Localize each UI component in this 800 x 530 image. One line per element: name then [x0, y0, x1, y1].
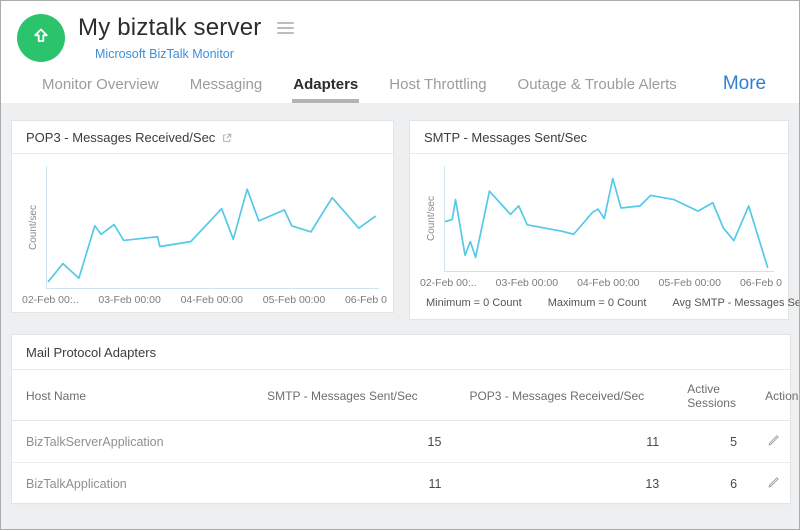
active-sessions-cell: 5 [673, 420, 752, 463]
smtp-y-axis-label: Count/sec [425, 196, 437, 242]
pop3-chart-panel: POP3 - Messages Received/Sec Count/sec [11, 120, 394, 313]
col-header-active-sessions: Active Sessions [673, 370, 752, 421]
smtp-stats-row: Minimum = 0 Count Maximum = 0 Count Avg … [410, 295, 799, 319]
col-header-host-name: Host Name [12, 370, 254, 421]
mail-protocol-adapters-panel: Mail Protocol Adapters Host Name SMTP - … [11, 334, 798, 505]
x-tick: 05-Feb 00:00 [658, 277, 721, 289]
monitor-type-link[interactable]: Microsoft BizTalk Monitor [95, 47, 234, 61]
smtp-chart: Count/sec 02-Feb 00:.. 03-Feb 00:00 04-F… [410, 154, 788, 295]
pop3-chart-title: POP3 - Messages Received/Sec [26, 130, 216, 145]
x-tick: 02-Feb 00:.. [22, 294, 79, 306]
col-header-action: Action [751, 370, 798, 421]
tab-host-throttling[interactable]: Host Throttling [389, 76, 487, 93]
smtp-plot-area [444, 166, 774, 272]
x-tick: 05-Feb 00:00 [262, 294, 326, 306]
smtp-chart-panel: SMTP - Messages Sent/Sec Count/sec 02-Fe… [409, 120, 799, 320]
table-row: BizTalkApplication 11 13 6 [12, 462, 790, 505]
dashboard-content: POP3 - Messages Received/Sec Count/sec [1, 103, 799, 529]
smtp-value-cell: 11 [253, 462, 456, 505]
tab-monitor-overview[interactable]: Monitor Overview [42, 76, 159, 93]
table-title: Mail Protocol Adapters [12, 335, 790, 370]
tab-bar: Monitor Overview Messaging Adapters Host… [17, 70, 775, 103]
pop3-y-axis-label: Count/sec [27, 204, 39, 251]
x-tick: 03-Feb 00:00 [495, 277, 559, 289]
x-tick: 04-Feb 00:00 [577, 277, 640, 289]
host-name-cell: BizTalkServerApplication [12, 420, 254, 463]
smtp-x-axis-ticks: 02-Feb 00:.. 03-Feb 00:00 04-Feb 00:00 0… [420, 272, 782, 289]
smtp-value-cell: 15 [253, 420, 456, 463]
x-tick: 02-Feb 00:.. [420, 277, 477, 289]
pop3-value-cell: 13 [455, 462, 674, 505]
tab-adapters[interactable]: Adapters [292, 70, 360, 103]
smtp-chart-title: SMTP - Messages Sent/Sec [424, 130, 588, 145]
tab-more[interactable]: More [722, 73, 767, 94]
stat-average: Avg SMTP - Messages Sent/Sec = 0 Count [672, 297, 800, 309]
pop3-plot-area [46, 166, 379, 289]
col-header-smtp: SMTP - Messages Sent/Sec [253, 370, 456, 421]
pop3-chart: Count/sec 02-Feb 00:.. 03-Feb 00:00 04-F… [12, 154, 393, 312]
col-header-pop3: POP3 - Messages Received/Sec [455, 370, 674, 421]
up-arrow-icon [30, 25, 52, 52]
active-sessions-cell: 6 [673, 462, 752, 505]
x-tick: 03-Feb 00:00 [98, 294, 161, 306]
tab-messaging[interactable]: Messaging [189, 76, 263, 93]
pencil-icon[interactable] [765, 433, 782, 448]
x-tick: 06-Feb 0 [344, 294, 387, 306]
host-name-cell: BizTalkApplication [12, 462, 254, 505]
stat-maximum: Maximum = 0 Count [547, 297, 647, 309]
pop3-x-axis-ticks: 02-Feb 00:.. 03-Feb 00:00 04-Feb 00:00 0… [22, 289, 387, 306]
pencil-icon[interactable] [765, 475, 782, 490]
pop3-value-cell: 11 [455, 420, 674, 463]
hamburger-menu-icon[interactable] [275, 20, 296, 36]
header: My biztalk server Microsoft BizTalk Moni… [1, 1, 799, 103]
x-tick: 06-Feb 0 [739, 277, 782, 289]
adapters-table: Host Name SMTP - Messages Sent/Sec POP3 … [12, 370, 798, 505]
tab-outage-trouble-alerts[interactable]: Outage & Trouble Alerts [517, 76, 677, 93]
table-row: BizTalkServerApplication 15 11 5 [12, 420, 790, 463]
table-header-row: Host Name SMTP - Messages Sent/Sec POP3 … [12, 370, 798, 421]
x-tick: 04-Feb 00:00 [180, 294, 244, 306]
page-title: My biztalk server [78, 14, 262, 41]
external-link-icon[interactable] [222, 133, 232, 143]
stat-minimum: Minimum = 0 Count [426, 297, 522, 309]
monitor-status-avatar [17, 14, 65, 62]
